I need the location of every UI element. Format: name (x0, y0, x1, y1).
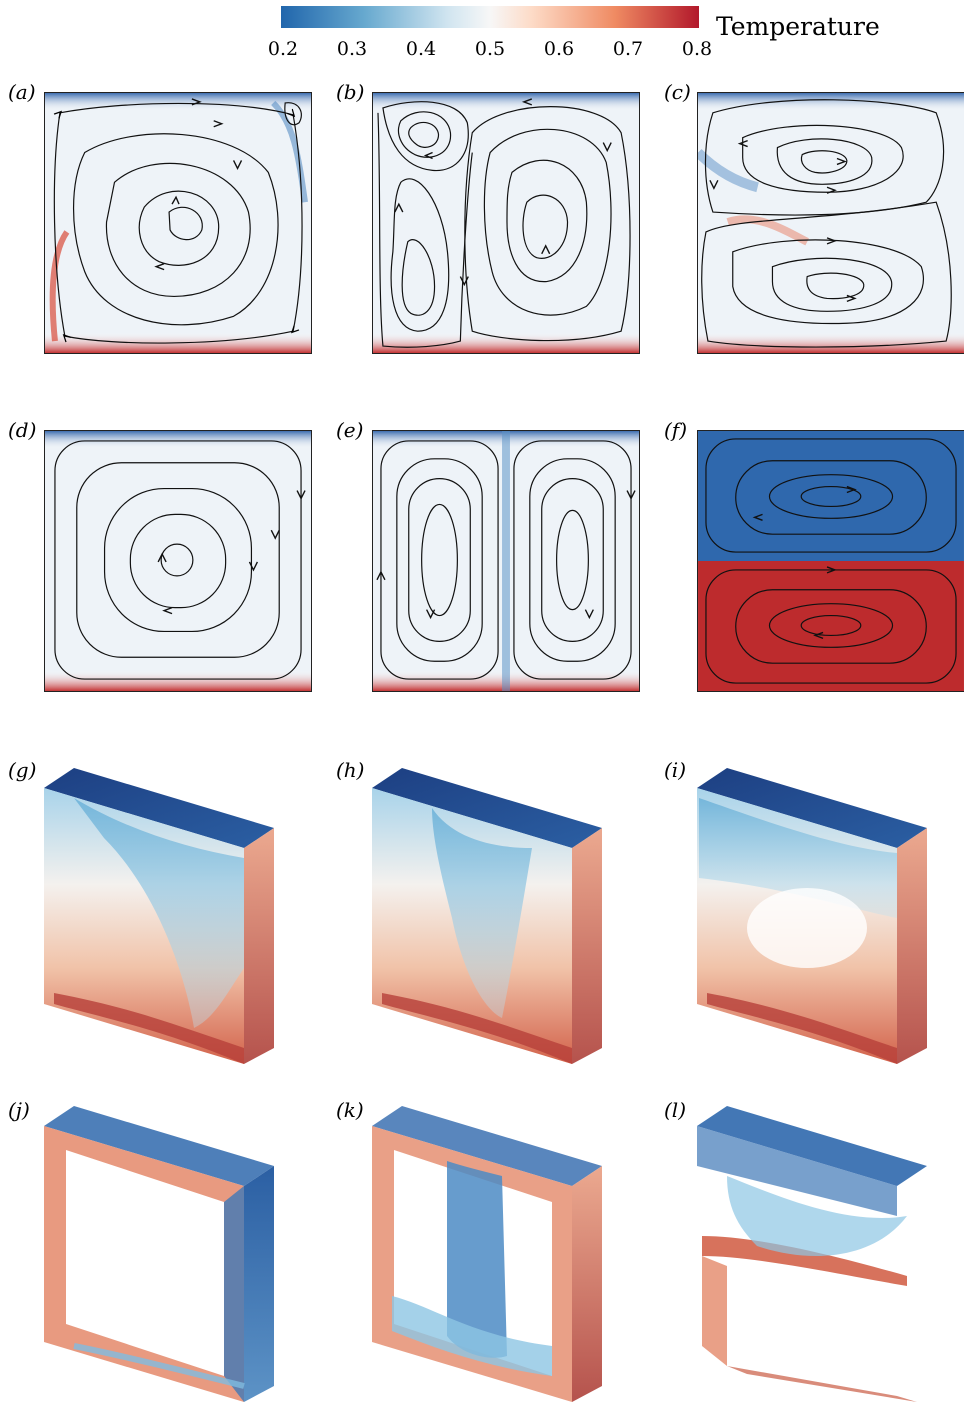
panel-g-volume (44, 768, 284, 1068)
panel-label-d: (d) (8, 418, 37, 442)
colorbar-tick: 0.6 (543, 38, 575, 60)
colorbar-tick: 0.3 (336, 38, 368, 60)
panel-h-volume (372, 768, 612, 1068)
panel-c-streamlines (697, 92, 964, 354)
panel-f-streamlines (697, 430, 964, 692)
panel-l-volume (697, 1106, 937, 1406)
panel-label-k: (k) (336, 1098, 364, 1122)
colorbar-tick: 0.7 (612, 38, 644, 60)
colorbar-tick: 0.8 (681, 38, 713, 60)
temperature-colorbar (281, 6, 699, 28)
panel-a-streamlines (44, 92, 312, 354)
panel-label-h: (h) (336, 758, 365, 782)
panel-e-streamlines (372, 430, 640, 692)
panel-label-c: (c) (664, 80, 691, 104)
panel-i-volume (697, 768, 937, 1068)
colorbar-tick: 0.2 (267, 38, 299, 60)
panel-label-g: (g) (8, 758, 37, 782)
panel-label-e: (e) (336, 418, 364, 442)
panel-j-volume (44, 1106, 284, 1406)
panel-label-f: (f) (664, 418, 688, 442)
panel-b-streamlines (372, 92, 640, 354)
panel-label-b: (b) (336, 80, 365, 104)
colorbar-tick: 0.5 (474, 38, 506, 60)
panel-d-streamlines (44, 430, 312, 692)
panel-label-l: (l) (664, 1098, 687, 1122)
panel-k-volume (372, 1106, 612, 1406)
colorbar-tick: 0.4 (405, 38, 437, 60)
colorbar-title: Temperature (716, 12, 880, 41)
panel-label-a: (a) (8, 80, 36, 104)
panel-label-i: (i) (664, 758, 687, 782)
panel-label-j: (j) (8, 1098, 30, 1122)
